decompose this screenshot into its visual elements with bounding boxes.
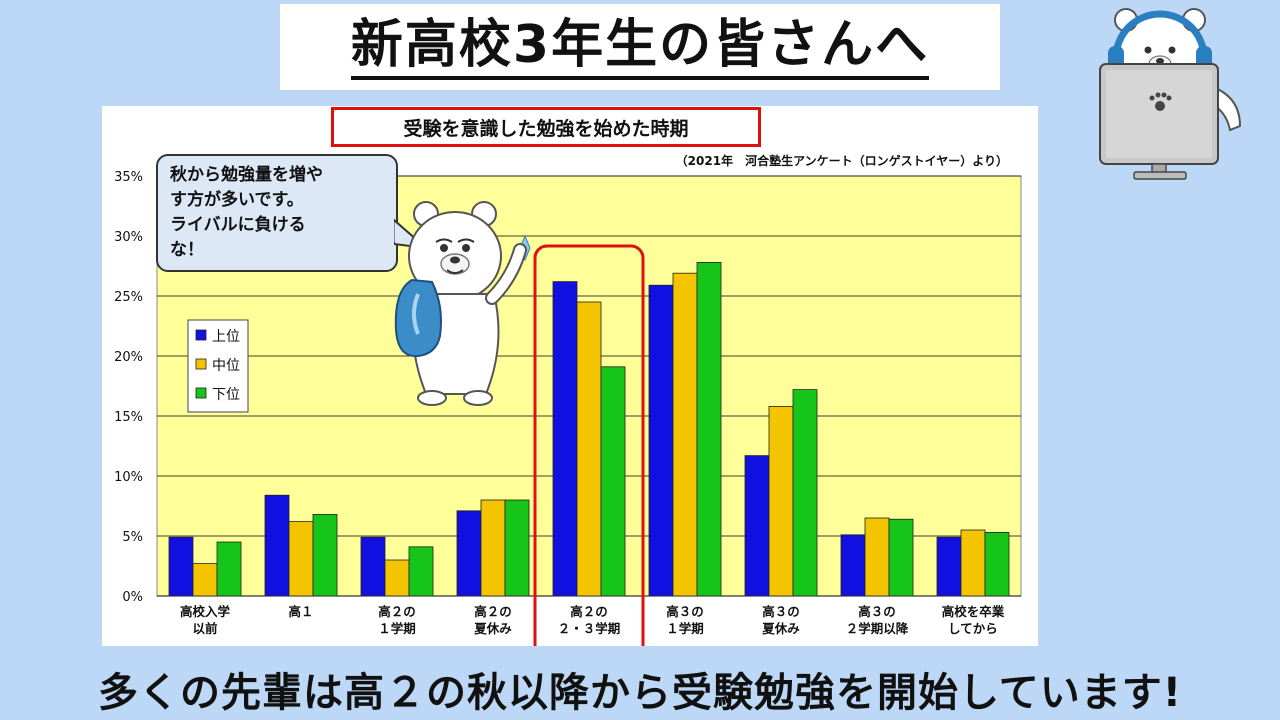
- y-tick-label: 10%: [114, 470, 143, 485]
- bar-中位: [768, 405, 794, 597]
- page-title: 新高校3年生の皆さんへ: [350, 14, 930, 80]
- bar-中位: [864, 517, 890, 597]
- bar-下位: [792, 389, 818, 597]
- x-tick-label: 高２の: [570, 604, 608, 619]
- x-tick-label: 高校を卒業: [942, 604, 1005, 619]
- chart-title: 受験を意識した勉強を始めた時期: [331, 107, 761, 147]
- bar-中位: [576, 301, 602, 597]
- bar-上位: [168, 536, 194, 597]
- bar-下位: [312, 513, 338, 597]
- legend-swatch: [195, 329, 207, 341]
- bar-中位: [672, 272, 698, 597]
- bar-上位: [360, 536, 386, 597]
- chart-panel: 0% 5% 10% 15% 20% 25% 30% 35% 高校入学以前 高１ 高２の １学期 高２の夏…: [102, 106, 1038, 646]
- x-tick-label: 高３の: [666, 604, 704, 619]
- x-tick-label: 高３の: [858, 604, 896, 619]
- bar-下位: [984, 531, 1010, 597]
- x-tick-label: 高２の: [378, 604, 416, 619]
- bar-中位: [288, 521, 314, 597]
- bear-computer-illustration: [1099, 8, 1242, 180]
- legend-label: 上位: [212, 329, 240, 345]
- y-tick-label: 25%: [114, 290, 143, 305]
- bar-上位: [936, 536, 962, 597]
- x-tick-label: 高２の: [474, 604, 512, 619]
- x-tick-label: 夏休み: [473, 621, 512, 636]
- bar-上位: [264, 494, 290, 597]
- legend-swatch: [195, 358, 207, 370]
- bar-下位: [888, 518, 914, 597]
- polar-bear-illustration: [394, 201, 531, 406]
- x-tick-label: してから: [948, 621, 998, 636]
- bar-下位: [408, 546, 434, 597]
- speech-line: な！: [170, 240, 204, 260]
- bar-中位: [480, 499, 506, 597]
- y-tick-label: 20%: [114, 350, 143, 365]
- x-tick-label: 夏休み: [761, 621, 800, 636]
- y-tick-label: 5%: [122, 530, 143, 545]
- legend-swatch: [195, 387, 207, 399]
- y-tick-label: 15%: [114, 410, 143, 425]
- x-tick-label: １学期: [378, 621, 416, 636]
- y-tick-label: 30%: [114, 230, 143, 245]
- speech-line: ライバルに負ける: [170, 215, 306, 235]
- speech-bubble: 秋から勉強量を増や す方が多いです。 ライバルに負ける な！: [156, 154, 398, 272]
- x-tick-label: １学期: [666, 621, 704, 636]
- x-tick-label: 以前: [192, 621, 218, 636]
- bar-下位: [504, 499, 530, 597]
- bar-上位: [552, 281, 578, 597]
- y-tick-label: 0%: [122, 590, 143, 605]
- bar-下位: [696, 261, 722, 597]
- x-tick-label: ２・３学期: [558, 621, 621, 636]
- title-banner: 新高校3年生の皆さんへ: [280, 4, 1000, 90]
- speech-line: す方が多いです。: [170, 190, 304, 210]
- bar-上位: [744, 455, 770, 597]
- chart-source: （2021年 河合塾生アンケート（ロンゲストイヤー）より）: [675, 154, 1008, 168]
- bar-上位: [456, 510, 482, 597]
- bar-中位: [384, 559, 410, 597]
- bar-中位: [960, 529, 986, 597]
- speech-line: 秋から勉強量を増や: [170, 165, 323, 185]
- bar-上位: [840, 534, 866, 597]
- legend-label: 下位: [212, 387, 240, 403]
- x-tick-label: 高３の: [762, 604, 800, 619]
- bar-下位: [216, 541, 242, 597]
- bar-中位: [192, 563, 218, 597]
- y-tick-label: 35%: [114, 170, 143, 185]
- legend-label: 中位: [212, 358, 240, 374]
- x-tick-label: 高１: [288, 604, 313, 619]
- bar-上位: [648, 284, 674, 597]
- x-tick-label: 高校入学: [180, 604, 231, 619]
- x-tick-label: ２学期以降: [846, 621, 909, 636]
- highlight-box: [533, 244, 645, 646]
- bar-下位: [600, 366, 626, 597]
- footer-message: 多くの先輩は高２の秋以降から受験勉強を開始しています!: [97, 670, 1183, 716]
